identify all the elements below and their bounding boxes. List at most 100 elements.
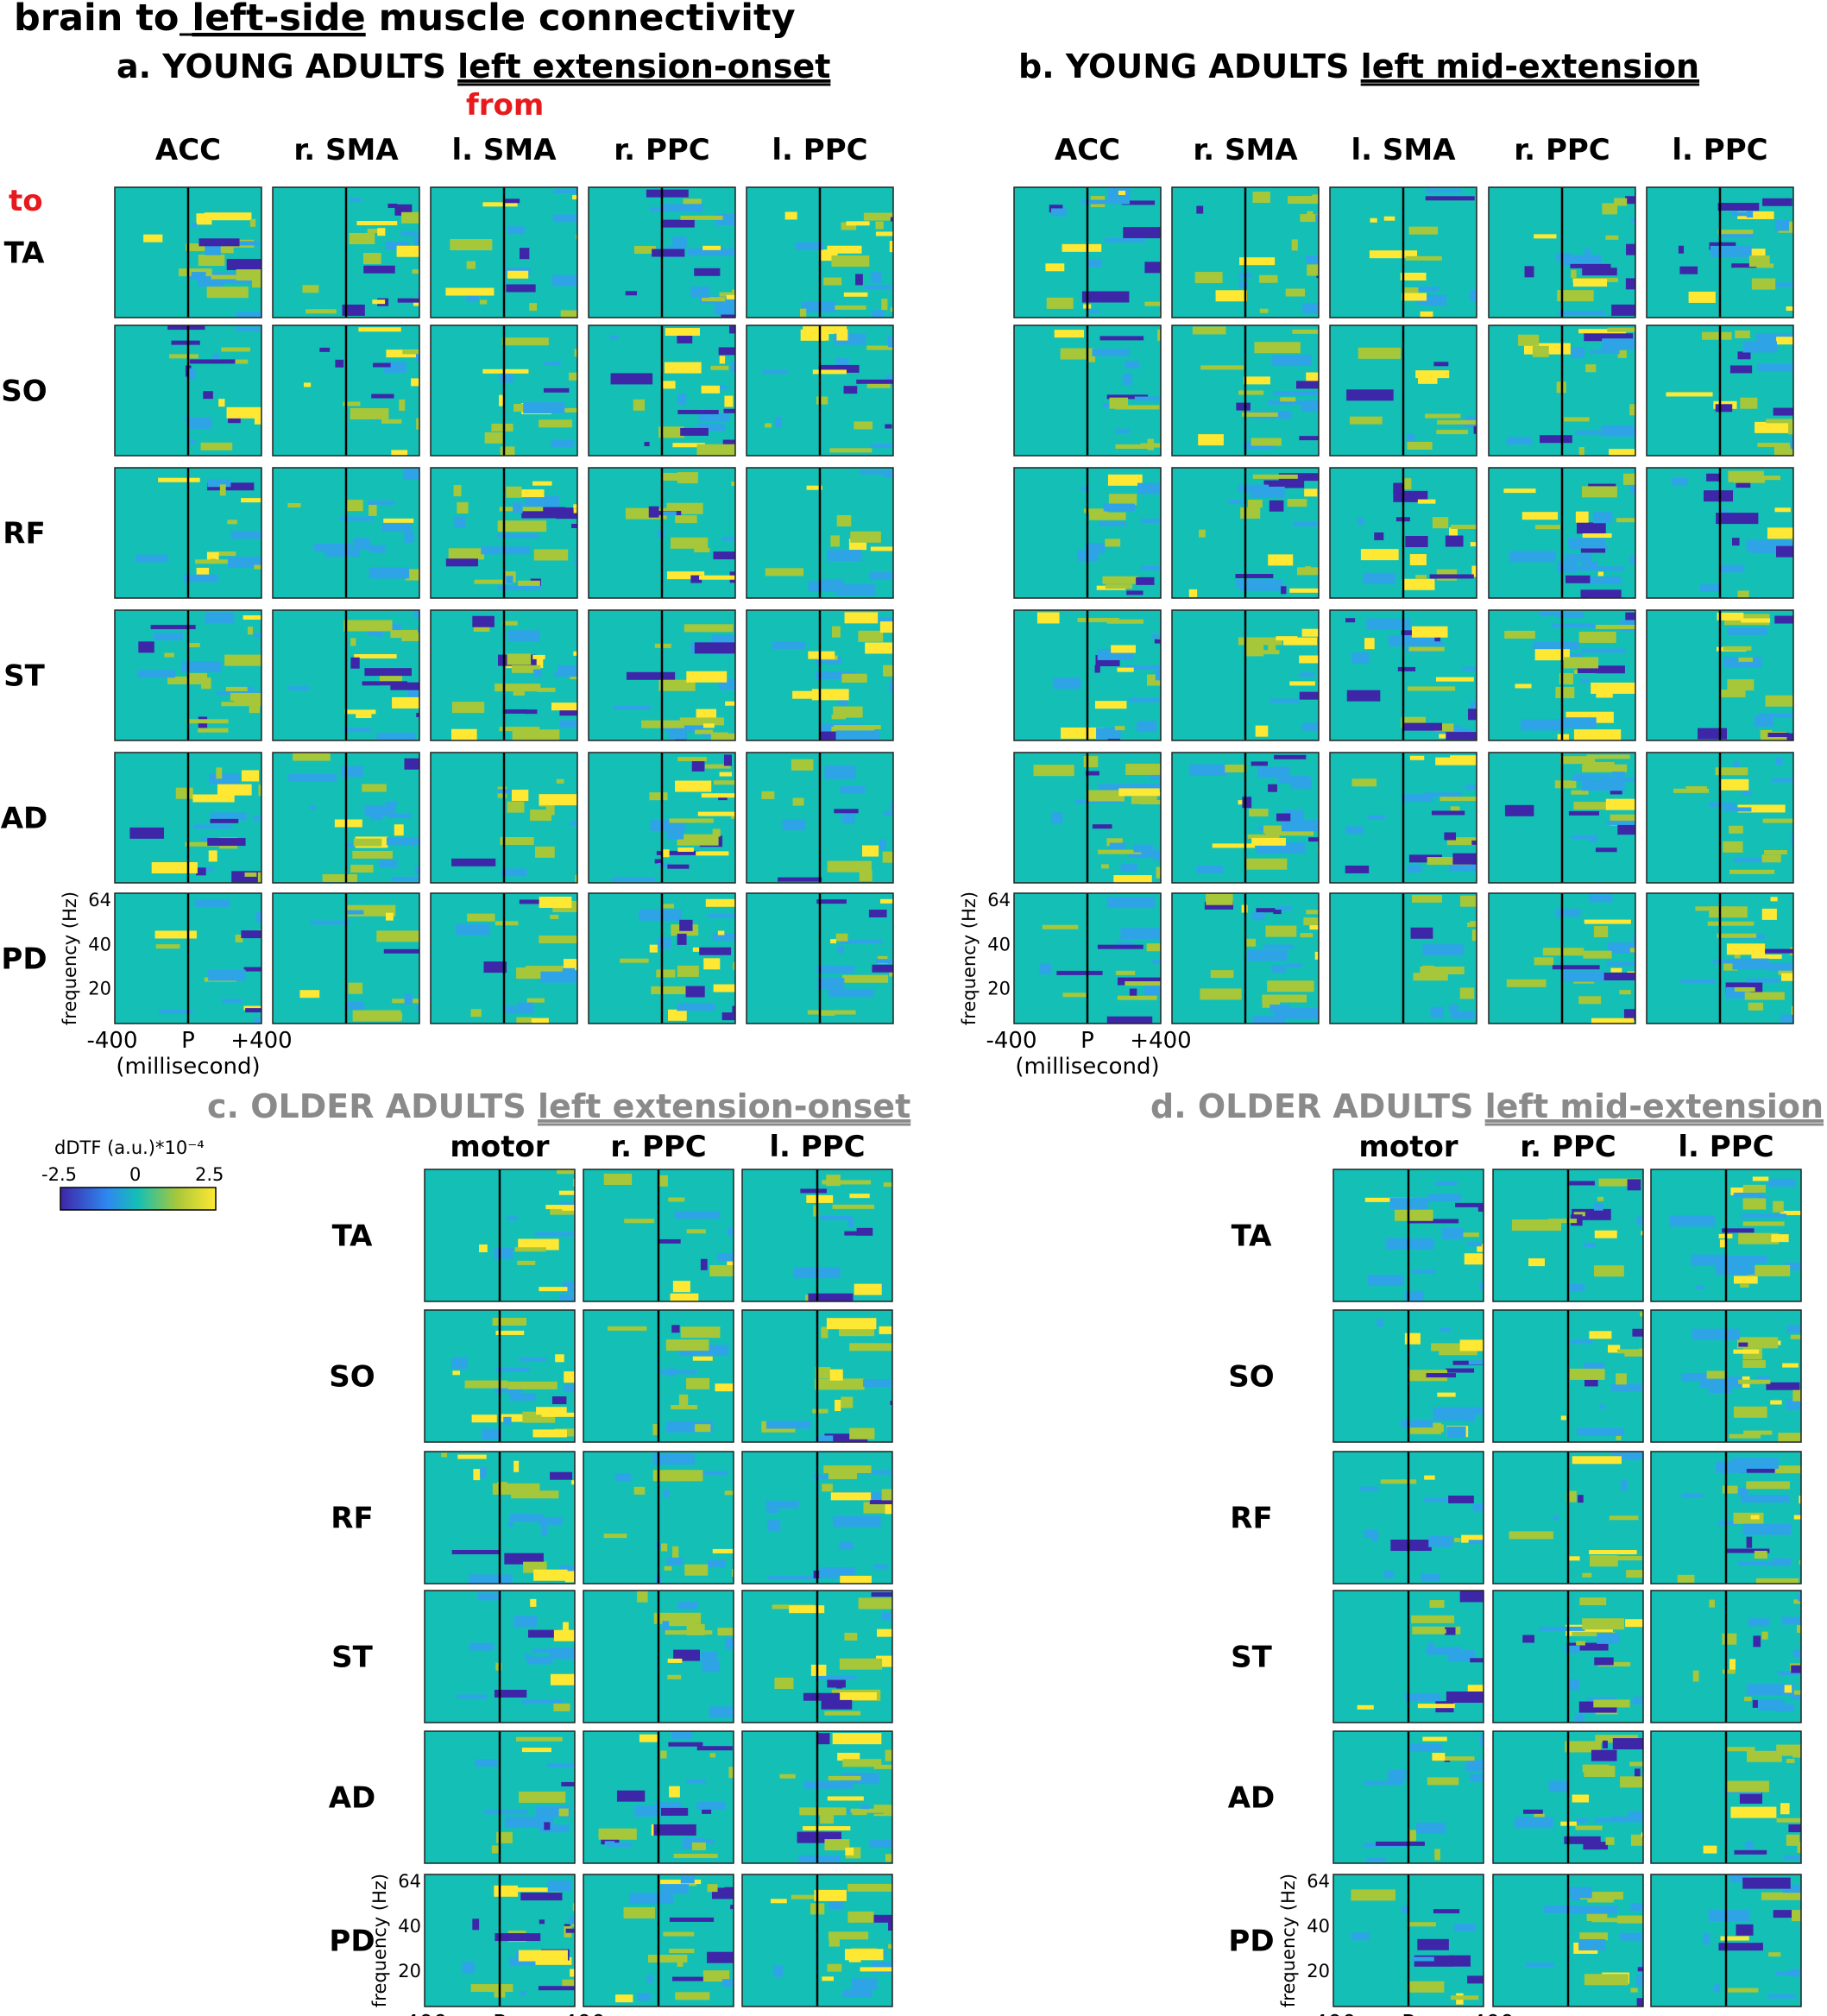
heatmap-band bbox=[872, 964, 893, 973]
x-tick-label: P bbox=[1080, 1028, 1094, 1054]
heatmap-band bbox=[1402, 478, 1412, 490]
heatmap-band bbox=[1140, 800, 1161, 805]
heatmap-band bbox=[805, 1295, 811, 1301]
heatmap-band bbox=[1471, 929, 1477, 942]
heatmap-band bbox=[241, 498, 261, 503]
heatmap-band bbox=[1735, 330, 1750, 338]
heatmap-band bbox=[841, 1396, 854, 1408]
heatmap-frame bbox=[1488, 324, 1636, 457]
heatmap-band bbox=[1584, 248, 1591, 260]
heatmap-band bbox=[1767, 1994, 1796, 1999]
heatmap-band bbox=[558, 1190, 575, 1195]
heatmap-band bbox=[1746, 1684, 1795, 1696]
heatmap-band bbox=[1364, 1529, 1376, 1538]
heatmap-band bbox=[576, 235, 577, 240]
heatmap-band bbox=[1713, 1984, 1721, 1993]
heatmap-band bbox=[677, 757, 707, 762]
heatmap-band bbox=[1192, 326, 1226, 335]
heatmap-band bbox=[206, 287, 249, 299]
heatmap-band bbox=[518, 1238, 559, 1251]
heatmap-band bbox=[633, 245, 656, 254]
heatmap-band bbox=[829, 448, 873, 453]
panel-c: c. OLDER ADULTS left extension-onsetmoto… bbox=[207, 1087, 911, 2016]
heatmap-frame bbox=[1492, 1451, 1644, 1584]
heatmap-band bbox=[1729, 869, 1775, 874]
heatmap-band bbox=[1598, 1178, 1641, 1187]
heatmap-band bbox=[1276, 636, 1298, 641]
heatmap-band bbox=[520, 1699, 563, 1704]
heatmap-band bbox=[1556, 253, 1571, 261]
heatmap-band bbox=[1358, 516, 1364, 525]
heatmap-band bbox=[532, 1429, 567, 1438]
heatmap-band bbox=[1629, 404, 1635, 416]
heatmap-band bbox=[547, 1880, 571, 1892]
heatmap-band bbox=[1630, 1834, 1643, 1846]
heatmap-band bbox=[520, 1991, 527, 1996]
heatmap-band bbox=[680, 215, 723, 220]
heatmap-cell-d-AD-rPPC bbox=[1492, 1730, 1644, 1864]
heatmap-cell-b-PD-lPPC bbox=[1646, 892, 1794, 1024]
heatmap-band bbox=[1400, 273, 1427, 281]
heatmap-band bbox=[479, 299, 488, 305]
heatmap-band bbox=[205, 274, 249, 280]
heatmap-band bbox=[1738, 1561, 1787, 1566]
heatmap-band bbox=[1773, 1910, 1793, 1918]
heatmap-frame bbox=[1488, 609, 1636, 741]
heatmap-band bbox=[1742, 1221, 1785, 1226]
heatmap-band bbox=[1437, 1392, 1456, 1397]
heatmap-band bbox=[1593, 512, 1613, 524]
heatmap-band bbox=[1739, 1792, 1763, 1804]
heatmap-band bbox=[556, 778, 564, 784]
heatmap-band bbox=[1679, 266, 1698, 274]
heatmap-band bbox=[835, 1400, 841, 1412]
x-tick-label: -400 bbox=[986, 1028, 1036, 1054]
heatmap-band bbox=[817, 1733, 830, 1745]
heatmap-band bbox=[1433, 1756, 1475, 1761]
heatmap-frame bbox=[1492, 1590, 1644, 1723]
heatmap-band bbox=[492, 1317, 526, 1326]
heatmap-band bbox=[1762, 818, 1793, 823]
heatmap-band bbox=[1572, 279, 1608, 287]
heatmap-band bbox=[1257, 766, 1290, 778]
heatmap-band bbox=[714, 303, 735, 315]
x-tick-label: P bbox=[493, 2011, 507, 2016]
heatmap-band bbox=[834, 809, 859, 814]
y-axis-label: frequency (Hz) bbox=[1278, 1874, 1299, 2007]
heatmap-band bbox=[481, 546, 530, 555]
heatmap-band bbox=[521, 1748, 551, 1753]
heatmap-band bbox=[1777, 1671, 1801, 1676]
heatmap-frame bbox=[1329, 609, 1477, 741]
heatmap-band bbox=[512, 729, 560, 740]
heatmap-band bbox=[792, 797, 804, 806]
heatmap-band bbox=[833, 725, 881, 730]
heatmap-band bbox=[387, 814, 412, 819]
heatmap-band bbox=[1762, 198, 1792, 206]
heatmap-band bbox=[1534, 234, 1557, 239]
heatmap-cell-d-PD-rPPC bbox=[1492, 1874, 1644, 2007]
heatmap-band bbox=[364, 668, 412, 677]
heatmap-band bbox=[1390, 1540, 1432, 1552]
heatmap-band bbox=[677, 965, 699, 977]
heatmap-band bbox=[694, 1471, 728, 1476]
heatmap-band bbox=[1597, 1632, 1621, 1644]
heatmap-band bbox=[854, 1283, 882, 1295]
heatmap-band bbox=[1412, 894, 1442, 903]
heatmap-band bbox=[1146, 943, 1161, 952]
heatmap-band bbox=[678, 1394, 689, 1406]
heatmap-band bbox=[495, 1330, 525, 1335]
heatmap-band bbox=[1606, 961, 1635, 967]
heatmap-band bbox=[624, 1219, 655, 1224]
heatmap-band bbox=[1748, 1002, 1764, 1011]
heatmap-frame bbox=[588, 752, 736, 884]
heatmap-band bbox=[1247, 949, 1288, 961]
heatmap-band bbox=[1351, 778, 1377, 787]
heatmap-band bbox=[865, 642, 893, 654]
heatmap-band bbox=[1440, 797, 1477, 802]
heatmap-band bbox=[890, 1401, 892, 1406]
heatmap-band bbox=[671, 1325, 680, 1333]
heatmap-band bbox=[1741, 1213, 1786, 1219]
heatmap-band bbox=[1733, 1192, 1763, 1197]
heatmap-band bbox=[816, 396, 828, 405]
heatmap-frame bbox=[1332, 1169, 1484, 1302]
